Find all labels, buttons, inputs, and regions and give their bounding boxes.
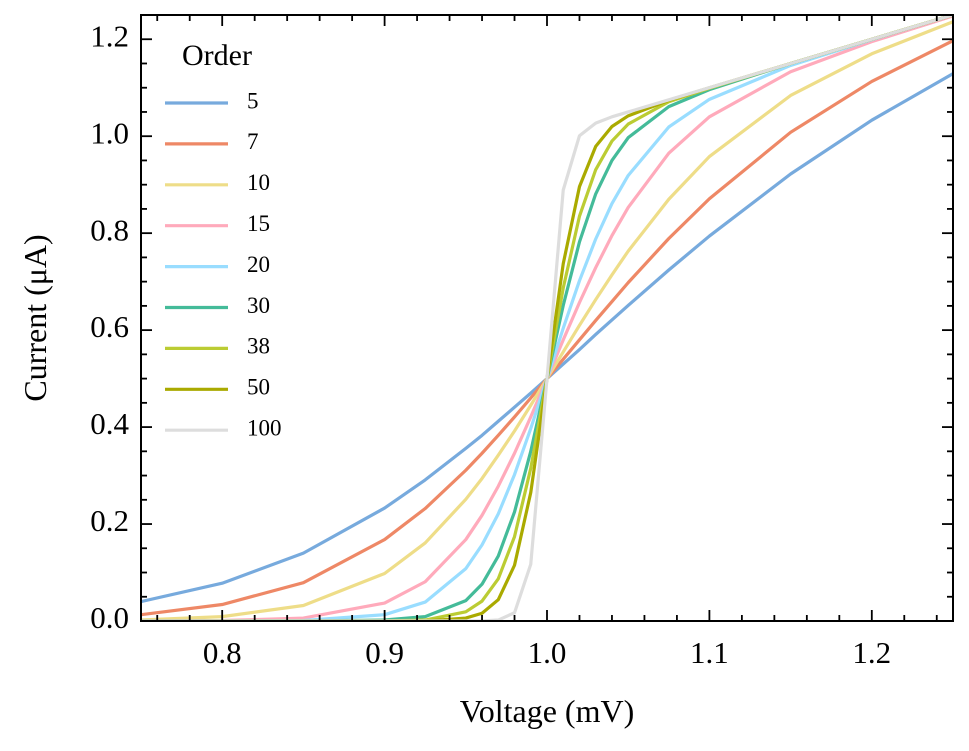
legend-label: 7: [247, 129, 259, 154]
x-tick-label: 1.2: [852, 635, 891, 670]
data-line: [141, 39, 953, 617]
legend-label: 38: [247, 334, 270, 359]
y-tick-label: 1.2: [90, 18, 129, 53]
legend-label: 15: [247, 211, 270, 236]
x-tick-label: 1.1: [690, 635, 729, 670]
y-tick-label: 0.6: [90, 309, 129, 344]
x-tick-label: 0.9: [365, 635, 404, 670]
x-tick-label: 1.0: [528, 635, 567, 670]
legend-title: Order: [182, 39, 252, 72]
y-tick-label: 0.0: [90, 600, 129, 635]
legend-label: 10: [247, 170, 270, 195]
legend: Order 5 7 10 15 20 30 38 50 100: [165, 39, 282, 440]
y-axis-label: Current (μA): [17, 234, 53, 401]
data-line: [141, 20, 953, 621]
x-tick-label: 0.8: [203, 635, 242, 670]
legend-label: 5: [247, 88, 259, 113]
legend-label: 30: [247, 293, 270, 318]
data-line: [141, 15, 953, 621]
y-tick-label: 0.2: [90, 503, 129, 538]
legend-label: 20: [247, 252, 270, 277]
legend-label: 50: [247, 375, 270, 400]
y-tick-label: 1.0: [90, 115, 129, 150]
legend-label: 100: [247, 415, 282, 440]
y-tick-label: 0.8: [90, 212, 129, 247]
x-axis-label: Voltage (mV): [460, 693, 634, 729]
plot-lines: [141, 15, 953, 621]
y-tick-label: 0.4: [90, 406, 129, 441]
